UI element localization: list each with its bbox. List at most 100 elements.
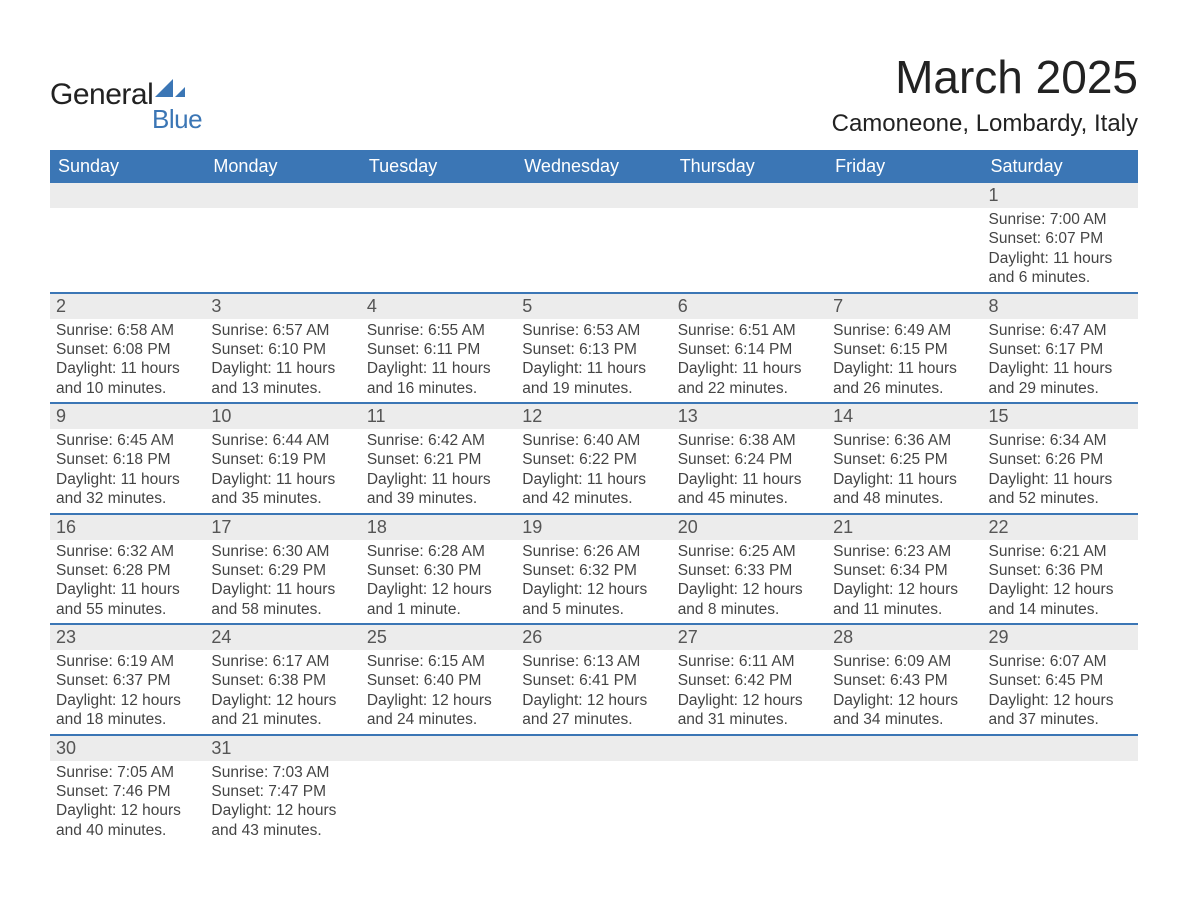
day-number: 21 [827,513,982,540]
day-header-friday: Friday [827,150,982,183]
day-details: Sunrise: 6:23 AMSunset: 6:34 PMDaylight:… [827,540,982,624]
calendar-cell: 23Sunrise: 6:19 AMSunset: 6:37 PMDayligh… [50,623,205,734]
calendar-cell: 20Sunrise: 6:25 AMSunset: 6:33 PMDayligh… [672,513,827,624]
week-row: 1Sunrise: 7:00 AMSunset: 6:07 PMDaylight… [50,183,1138,292]
calendar-cell [516,183,671,292]
daylight-line: Daylight: 12 hours and 27 minutes. [522,691,665,730]
day-number: 7 [827,292,982,319]
sunrise-line: Sunrise: 6:58 AM [56,321,199,340]
sunrise-line: Sunrise: 6:45 AM [56,431,199,450]
sunrise-line: Sunrise: 6:21 AM [989,542,1132,561]
day-number: 19 [516,513,671,540]
calendar-cell [827,183,982,292]
sunrise-line: Sunrise: 6:17 AM [211,652,354,671]
sunrise-line: Sunrise: 6:47 AM [989,321,1132,340]
day-number: 5 [516,292,671,319]
day-number: 12 [516,402,671,429]
day-number: 13 [672,402,827,429]
calendar-cell: 12Sunrise: 6:40 AMSunset: 6:22 PMDayligh… [516,402,671,513]
day-number: 9 [50,402,205,429]
daylight-line: Daylight: 12 hours and 37 minutes. [989,691,1132,730]
sunset-line: Sunset: 6:37 PM [56,671,199,690]
day-number: 4 [361,292,516,319]
daylight-line: Daylight: 11 hours and 48 minutes. [833,470,976,509]
day-number: 22 [983,513,1138,540]
day-number: 3 [205,292,360,319]
daylight-line: Daylight: 11 hours and 29 minutes. [989,359,1132,398]
day-number: 24 [205,623,360,650]
daylight-line: Daylight: 11 hours and 13 minutes. [211,359,354,398]
calendar-cell: 28Sunrise: 6:09 AMSunset: 6:43 PMDayligh… [827,623,982,734]
calendar-cell: 10Sunrise: 6:44 AMSunset: 6:19 PMDayligh… [205,402,360,513]
sunrise-line: Sunrise: 6:07 AM [989,652,1132,671]
day-header-thursday: Thursday [672,150,827,183]
day-number [516,183,671,208]
calendar-cell: 25Sunrise: 6:15 AMSunset: 6:40 PMDayligh… [361,623,516,734]
day-number: 16 [50,513,205,540]
daylight-line: Daylight: 12 hours and 40 minutes. [56,801,199,840]
calendar-cell: 15Sunrise: 6:34 AMSunset: 6:26 PMDayligh… [983,402,1138,513]
sunset-line: Sunset: 6:14 PM [678,340,821,359]
sunset-line: Sunset: 6:08 PM [56,340,199,359]
day-details [983,761,1138,839]
sunrise-line: Sunrise: 7:00 AM [989,210,1132,229]
day-details: Sunrise: 6:25 AMSunset: 6:33 PMDaylight:… [672,540,827,624]
day-number [361,183,516,208]
header: General Blue March 2025 Camoneone, Lomba… [50,50,1138,138]
sunset-line: Sunset: 6:40 PM [367,671,510,690]
day-number [516,734,671,761]
sunrise-line: Sunrise: 6:19 AM [56,652,199,671]
day-details: Sunrise: 6:13 AMSunset: 6:41 PMDaylight:… [516,650,671,734]
day-number: 17 [205,513,360,540]
sunrise-line: Sunrise: 6:57 AM [211,321,354,340]
sunrise-line: Sunrise: 6:11 AM [678,652,821,671]
sunrise-line: Sunrise: 6:53 AM [522,321,665,340]
daylight-line: Daylight: 11 hours and 32 minutes. [56,470,199,509]
day-number: 14 [827,402,982,429]
day-number: 28 [827,623,982,650]
sunset-line: Sunset: 6:33 PM [678,561,821,580]
daylight-line: Daylight: 12 hours and 31 minutes. [678,691,821,730]
sunset-line: Sunset: 6:26 PM [989,450,1132,469]
day-number [827,734,982,761]
sunset-line: Sunset: 7:46 PM [56,782,199,801]
sunrise-line: Sunrise: 7:05 AM [56,763,199,782]
sunset-line: Sunset: 6:45 PM [989,671,1132,690]
day-number: 6 [672,292,827,319]
sunrise-line: Sunrise: 6:34 AM [989,431,1132,450]
day-number: 29 [983,623,1138,650]
week-row: 30Sunrise: 7:05 AMSunset: 7:46 PMDayligh… [50,734,1138,845]
day-details: Sunrise: 6:44 AMSunset: 6:19 PMDaylight:… [205,429,360,513]
day-number: 23 [50,623,205,650]
day-number: 10 [205,402,360,429]
sunset-line: Sunset: 6:43 PM [833,671,976,690]
sunrise-line: Sunrise: 6:09 AM [833,652,976,671]
sunset-line: Sunset: 6:17 PM [989,340,1132,359]
calendar-cell: 21Sunrise: 6:23 AMSunset: 6:34 PMDayligh… [827,513,982,624]
calendar-cell: 18Sunrise: 6:28 AMSunset: 6:30 PMDayligh… [361,513,516,624]
day-details: Sunrise: 7:00 AMSunset: 6:07 PMDaylight:… [983,208,1138,292]
calendar-cell [361,183,516,292]
day-details [827,761,982,839]
sunset-line: Sunset: 6:29 PM [211,561,354,580]
daylight-line: Daylight: 12 hours and 5 minutes. [522,580,665,619]
day-number: 2 [50,292,205,319]
calendar-cell [361,734,516,845]
week-row: 23Sunrise: 6:19 AMSunset: 6:37 PMDayligh… [50,623,1138,734]
sunset-line: Sunset: 6:13 PM [522,340,665,359]
day-details: Sunrise: 6:19 AMSunset: 6:37 PMDaylight:… [50,650,205,734]
day-details: Sunrise: 6:28 AMSunset: 6:30 PMDaylight:… [361,540,516,624]
calendar-cell: 29 Sunrise: 6:07 AMSunset: 6:45 PMDayligh… [983,623,1138,734]
calendar-cell: 11Sunrise: 6:42 AMSunset: 6:21 PMDayligh… [361,402,516,513]
calendar-cell: 4Sunrise: 6:55 AMSunset: 6:11 PMDaylight… [361,292,516,403]
daylight-line: Daylight: 11 hours and 10 minutes. [56,359,199,398]
day-number: 31 [205,734,360,761]
calendar-cell: 3Sunrise: 6:57 AMSunset: 6:10 PMDaylight… [205,292,360,403]
daylight-line: Daylight: 11 hours and 39 minutes. [367,470,510,509]
sunset-line: Sunset: 6:41 PM [522,671,665,690]
day-number: 11 [361,402,516,429]
day-header-row: SundayMondayTuesdayWednesdayThursdayFrid… [50,150,1138,183]
day-details: Sunrise: 6:38 AMSunset: 6:24 PMDaylight:… [672,429,827,513]
sunset-line: Sunset: 6:19 PM [211,450,354,469]
sunrise-line: Sunrise: 6:30 AM [211,542,354,561]
